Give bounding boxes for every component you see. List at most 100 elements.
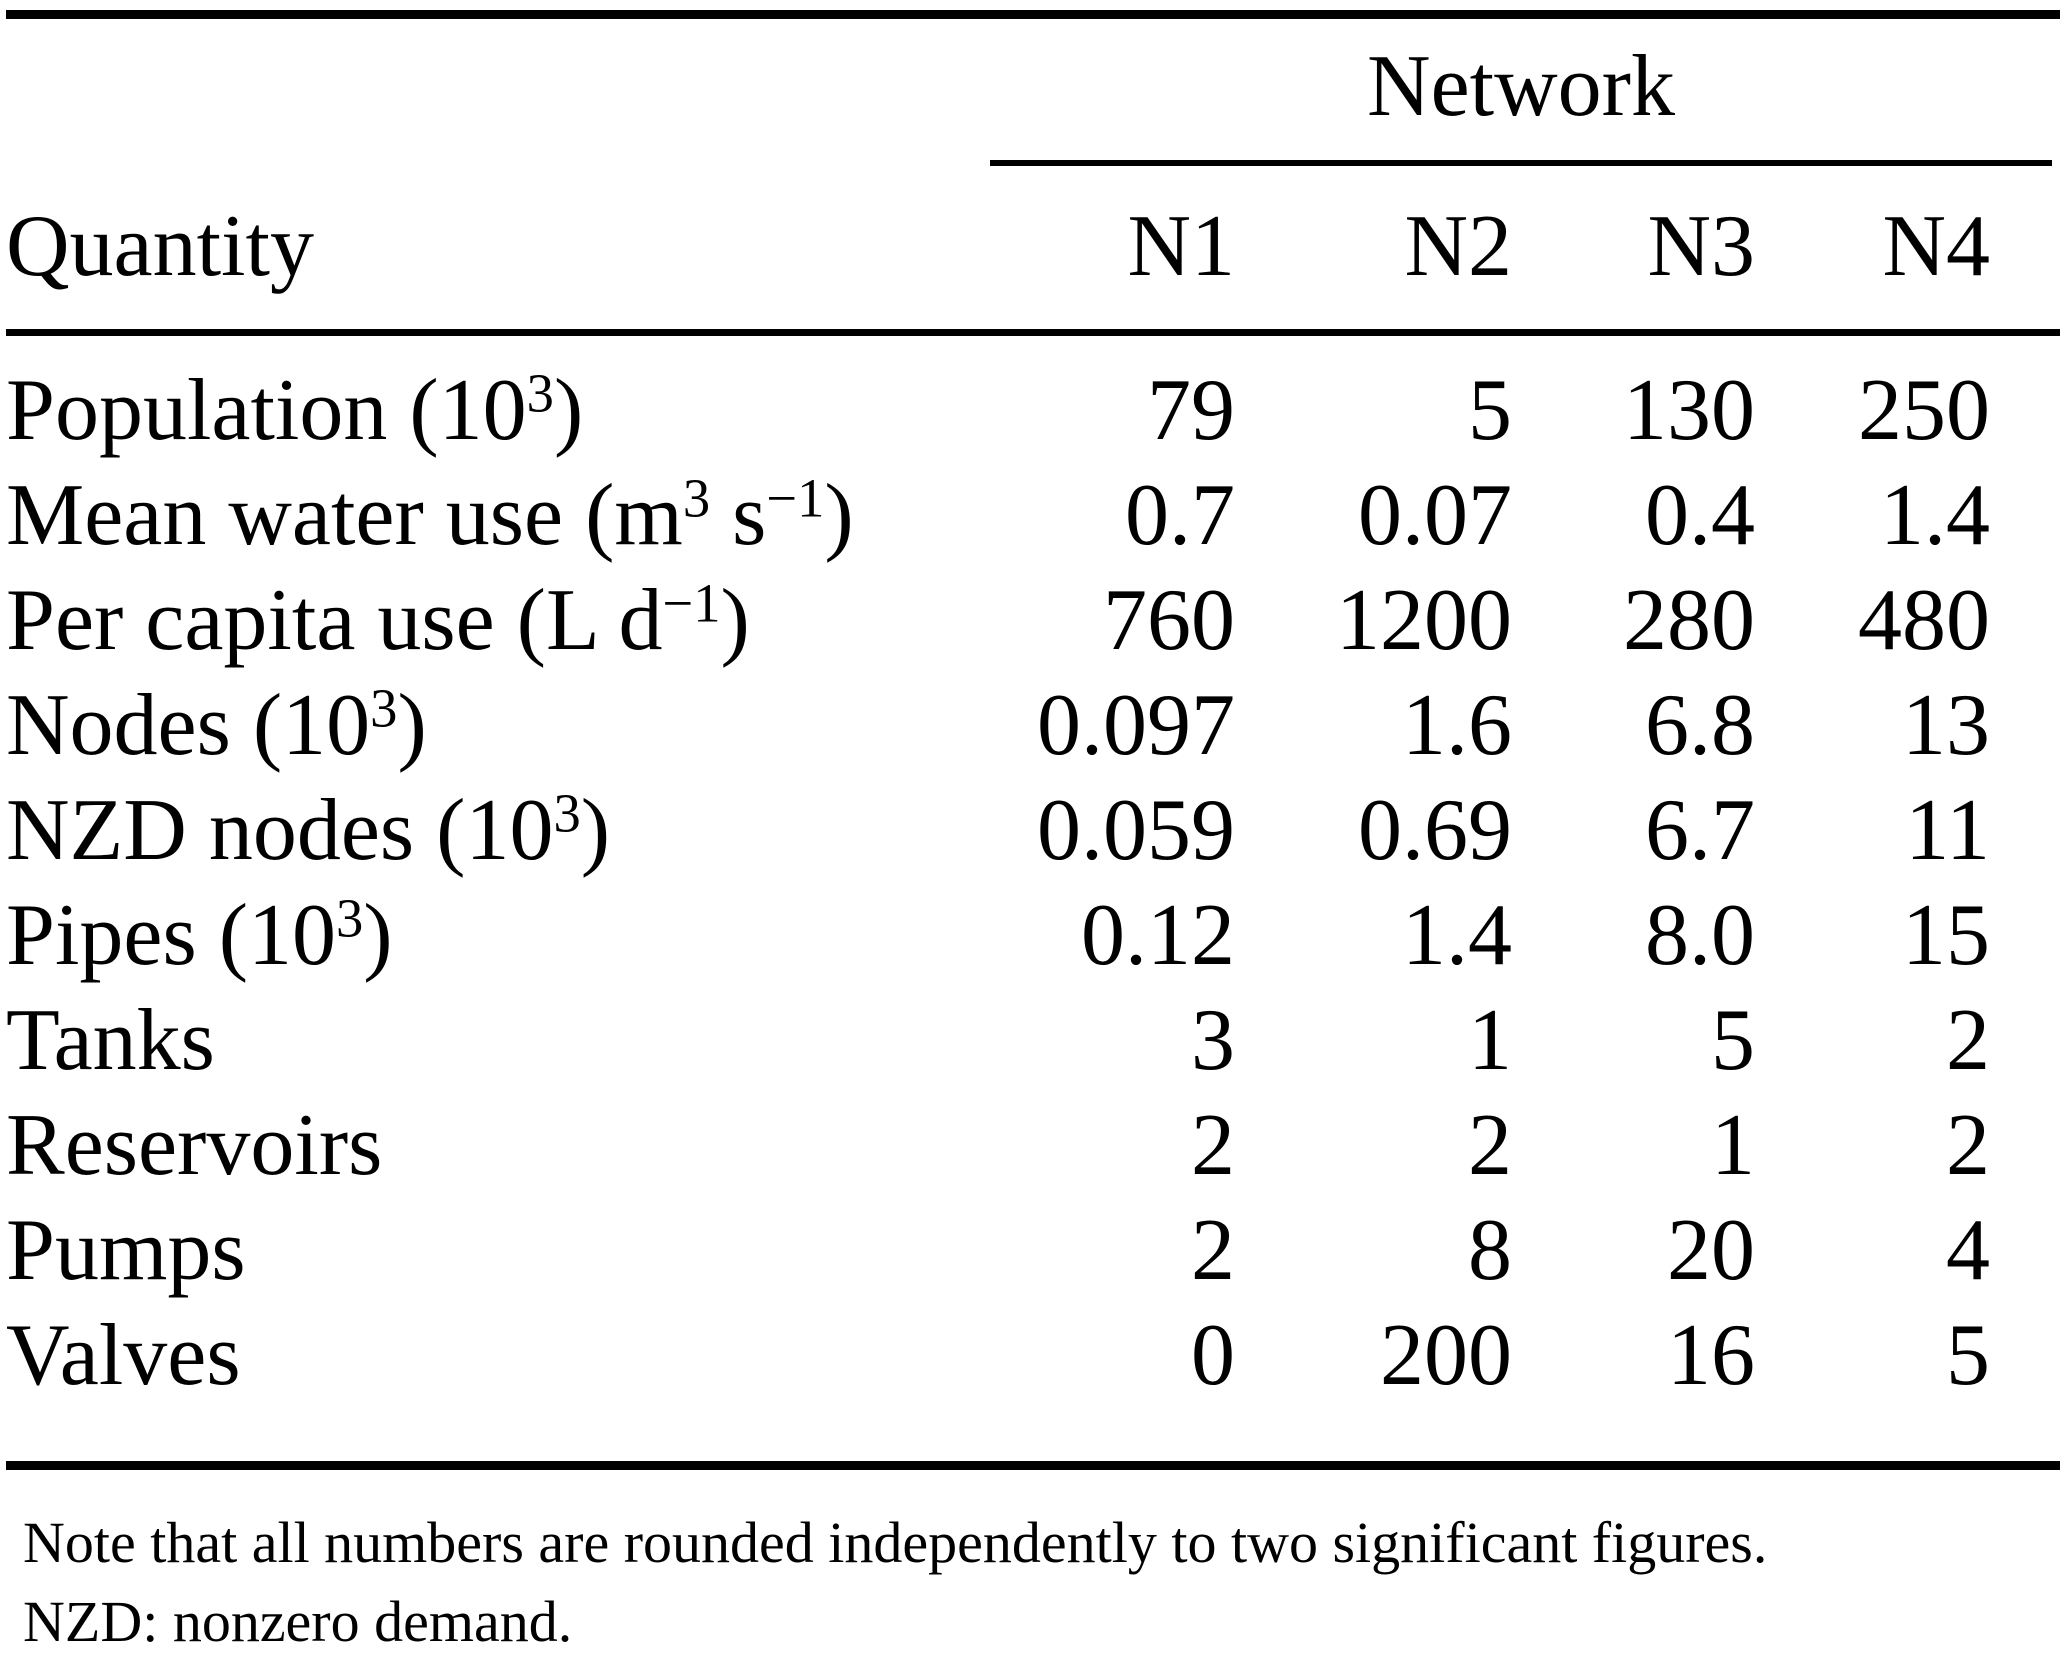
table-row-pumps: Pumps 2 8 20 4 — [6, 1198, 1990, 1303]
row-label-text: Population (10 — [6, 362, 527, 459]
row-label-text: ) — [363, 887, 393, 984]
row-label: NZD nodes (103) — [6, 778, 975, 883]
cell-value: 0.4 — [1645, 467, 1755, 564]
cell-value: 5 — [1946, 1307, 1990, 1404]
cell-value: 0.12 — [1081, 887, 1235, 984]
row-label: Valves — [6, 1303, 975, 1408]
row-label-superscript: 3 — [553, 782, 581, 844]
row-label: Tanks — [6, 988, 975, 1093]
row-label-text: Per capita use (L d — [6, 572, 663, 669]
row-label-text: Pumps — [6, 1202, 246, 1299]
cell-value: 2 — [1191, 1097, 1235, 1194]
table-row-per-capita-use: Per capita use (L d−1) 760 1200 280 480 — [6, 568, 1990, 673]
cell-value: 250 — [1858, 362, 1990, 459]
cell-value: 0.7 — [1125, 467, 1235, 564]
row-label-text: ) — [553, 362, 584, 459]
row-label-text: Tanks — [6, 992, 215, 1089]
cell-value: 20 — [1667, 1202, 1755, 1299]
row-label-superscript: 3 — [526, 362, 554, 424]
row-label-text: Mean water use (m — [6, 467, 683, 564]
column-header-n4: N4 — [1882, 198, 1990, 295]
cell-value: 2 — [1468, 1097, 1512, 1194]
table-row-population: Population (103) 79 5 130 250 — [6, 299, 1990, 463]
table-footnotes: Note that all numbers are rounded indepe… — [23, 1503, 2013, 1661]
header-separator-rule — [6, 329, 2060, 336]
row-label-text: NZD nodes (10 — [6, 782, 554, 879]
cell-value: 5 — [1711, 992, 1755, 1089]
row-label-superscript: −1 — [766, 467, 825, 529]
table-note-rounding: Note that all numbers are rounded indepe… — [23, 1510, 1768, 1575]
cell-value: 3 — [1191, 992, 1235, 1089]
column-header-n1: N1 — [1127, 198, 1235, 295]
cell-value: 0 — [1191, 1307, 1235, 1404]
table-top-rule — [6, 10, 2060, 19]
row-label-text: s — [710, 467, 767, 564]
row-label-text: Valves — [6, 1307, 241, 1404]
column-header-row: Quantity N1 N2 N3 N4 — [6, 194, 1990, 299]
row-label-superscript: −1 — [662, 572, 721, 634]
row-label: Pipes (103) — [6, 883, 975, 988]
cell-value: 0.059 — [1037, 782, 1235, 879]
row-label-superscript: 3 — [370, 677, 398, 739]
cell-value: 0.69 — [1358, 782, 1512, 879]
network-group-header: Network — [1367, 38, 1675, 135]
row-label: Mean water use (m3 s−1) — [6, 463, 975, 568]
cell-value: 0.07 — [1358, 467, 1512, 564]
cell-value: 6.8 — [1645, 677, 1755, 774]
cell-value: 11 — [1905, 782, 1990, 879]
row-label-text: ) — [580, 782, 611, 879]
cell-value: 280 — [1623, 572, 1755, 669]
cell-value: 2 — [1191, 1202, 1235, 1299]
network-group-underline-rule — [990, 160, 2052, 166]
cell-value: 2 — [1946, 1097, 1990, 1194]
cell-value: 130 — [1623, 362, 1755, 459]
table-bottom-rule — [6, 1461, 2060, 1470]
row-label: Pumps — [6, 1198, 975, 1303]
row-label-superscript: 3 — [682, 467, 711, 529]
row-label: Population (103) — [6, 299, 975, 463]
cell-value: 5 — [1468, 362, 1512, 459]
cell-value: 480 — [1858, 572, 1990, 669]
table-row-nodes: Nodes (103) 0.097 1.6 6.8 13 — [6, 673, 1990, 778]
row-label-text: ) — [397, 677, 427, 774]
cell-value: 1.6 — [1402, 677, 1512, 774]
table-row-tanks: Tanks 3 1 5 2 — [6, 988, 1990, 1093]
table-row-mean-water-use: Mean water use (m3 s−1) 0.7 0.07 0.4 1.4 — [6, 463, 1990, 568]
cell-value: 79 — [1147, 362, 1235, 459]
table-row-pipes: Pipes (103) 0.12 1.4 8.0 15 — [6, 883, 1990, 988]
row-label: Nodes (103) — [6, 673, 975, 778]
cell-value: 1 — [1468, 992, 1512, 1089]
network-data-table: Quantity N1 N2 N3 N4 Population (103) 79… — [6, 194, 1990, 1408]
cell-value: 1.4 — [1402, 887, 1512, 984]
row-label-superscript: 3 — [336, 887, 364, 949]
cell-value: 200 — [1380, 1307, 1512, 1404]
cell-value: 1200 — [1336, 572, 1512, 669]
cell-value: 2 — [1946, 992, 1990, 1089]
cell-value: 8 — [1468, 1202, 1512, 1299]
column-header-n2: N2 — [1404, 198, 1512, 295]
cell-value: 13 — [1902, 677, 1990, 774]
row-label-text: Nodes (10 — [6, 677, 371, 774]
cell-value: 4 — [1946, 1202, 1990, 1299]
table-row-reservoirs: Reservoirs 2 2 1 2 — [6, 1093, 1990, 1198]
cell-value: 6.7 — [1645, 782, 1755, 879]
cell-value: 0.097 — [1037, 677, 1235, 774]
row-label: Reservoirs — [6, 1093, 975, 1198]
column-header-n3: N3 — [1647, 198, 1755, 295]
table-note-nzd: NZD: nonzero demand. — [23, 1589, 573, 1654]
cell-value: 1.4 — [1880, 467, 1990, 564]
cell-value: 760 — [1103, 572, 1235, 669]
row-label-text: ) — [720, 572, 750, 669]
column-header-quantity: Quantity — [6, 198, 314, 295]
cell-value: 16 — [1667, 1307, 1755, 1404]
table-row-valves: Valves 0 200 16 5 — [6, 1303, 1990, 1408]
row-label-text: Pipes (10 — [6, 887, 336, 984]
cell-value: 8.0 — [1645, 887, 1755, 984]
table-row-nzd-nodes: NZD nodes (103) 0.059 0.69 6.7 11 — [6, 778, 1990, 883]
row-label-text: Reservoirs — [6, 1097, 383, 1194]
cell-value: 1 — [1711, 1097, 1755, 1194]
row-label-text: ) — [824, 467, 854, 564]
row-label: Per capita use (L d−1) — [6, 568, 975, 673]
cell-value: 15 — [1902, 887, 1990, 984]
